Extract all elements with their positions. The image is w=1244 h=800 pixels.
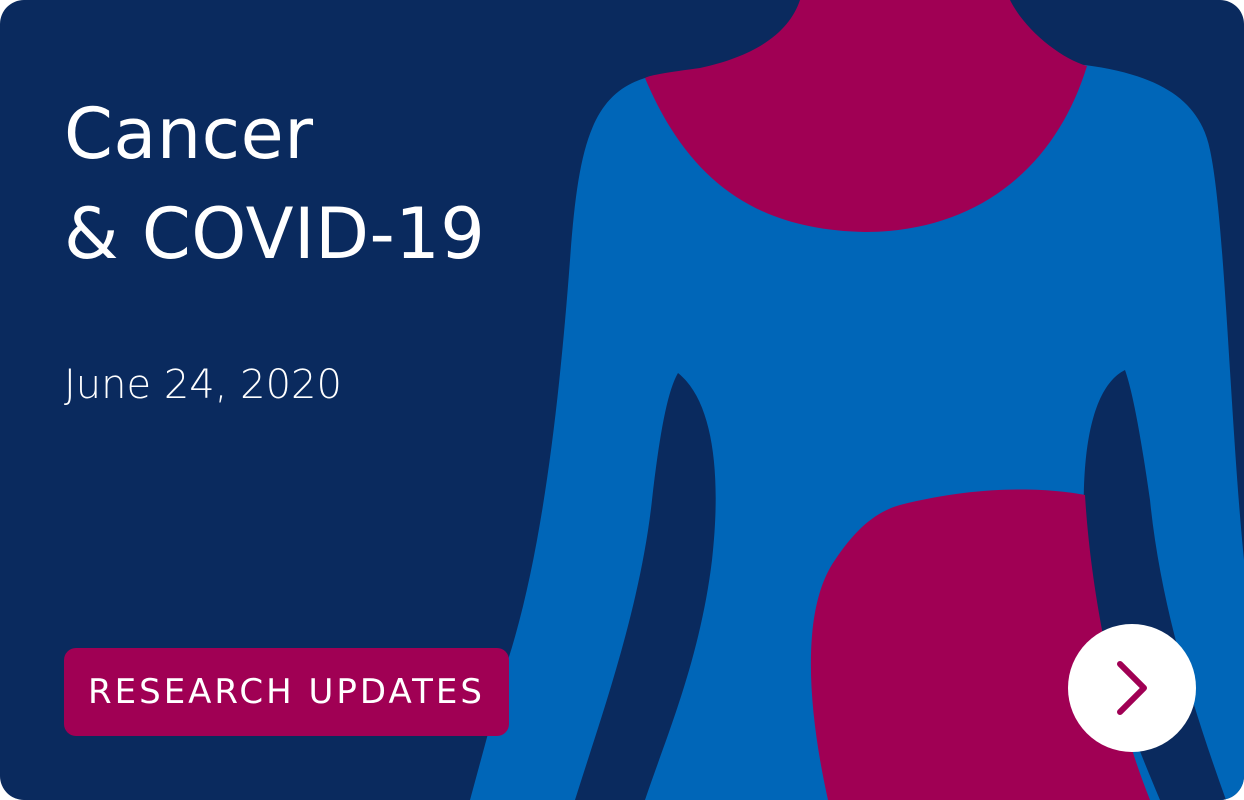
stomach-shape — [810, 489, 1150, 800]
next-button[interactable] — [1068, 624, 1196, 752]
card-title: Cancer & COVID-19 — [64, 84, 485, 284]
chevron-right-icon — [1117, 661, 1147, 715]
title-line-1: Cancer — [64, 93, 314, 175]
neck-shape — [645, 0, 1087, 232]
title-line-2: & COVID-19 — [64, 193, 486, 275]
category-tag[interactable]: RESEARCH UPDATES — [64, 648, 509, 736]
left-arm-gap-shape — [575, 373, 716, 800]
publish-date: June 24, 2020 — [64, 362, 342, 408]
